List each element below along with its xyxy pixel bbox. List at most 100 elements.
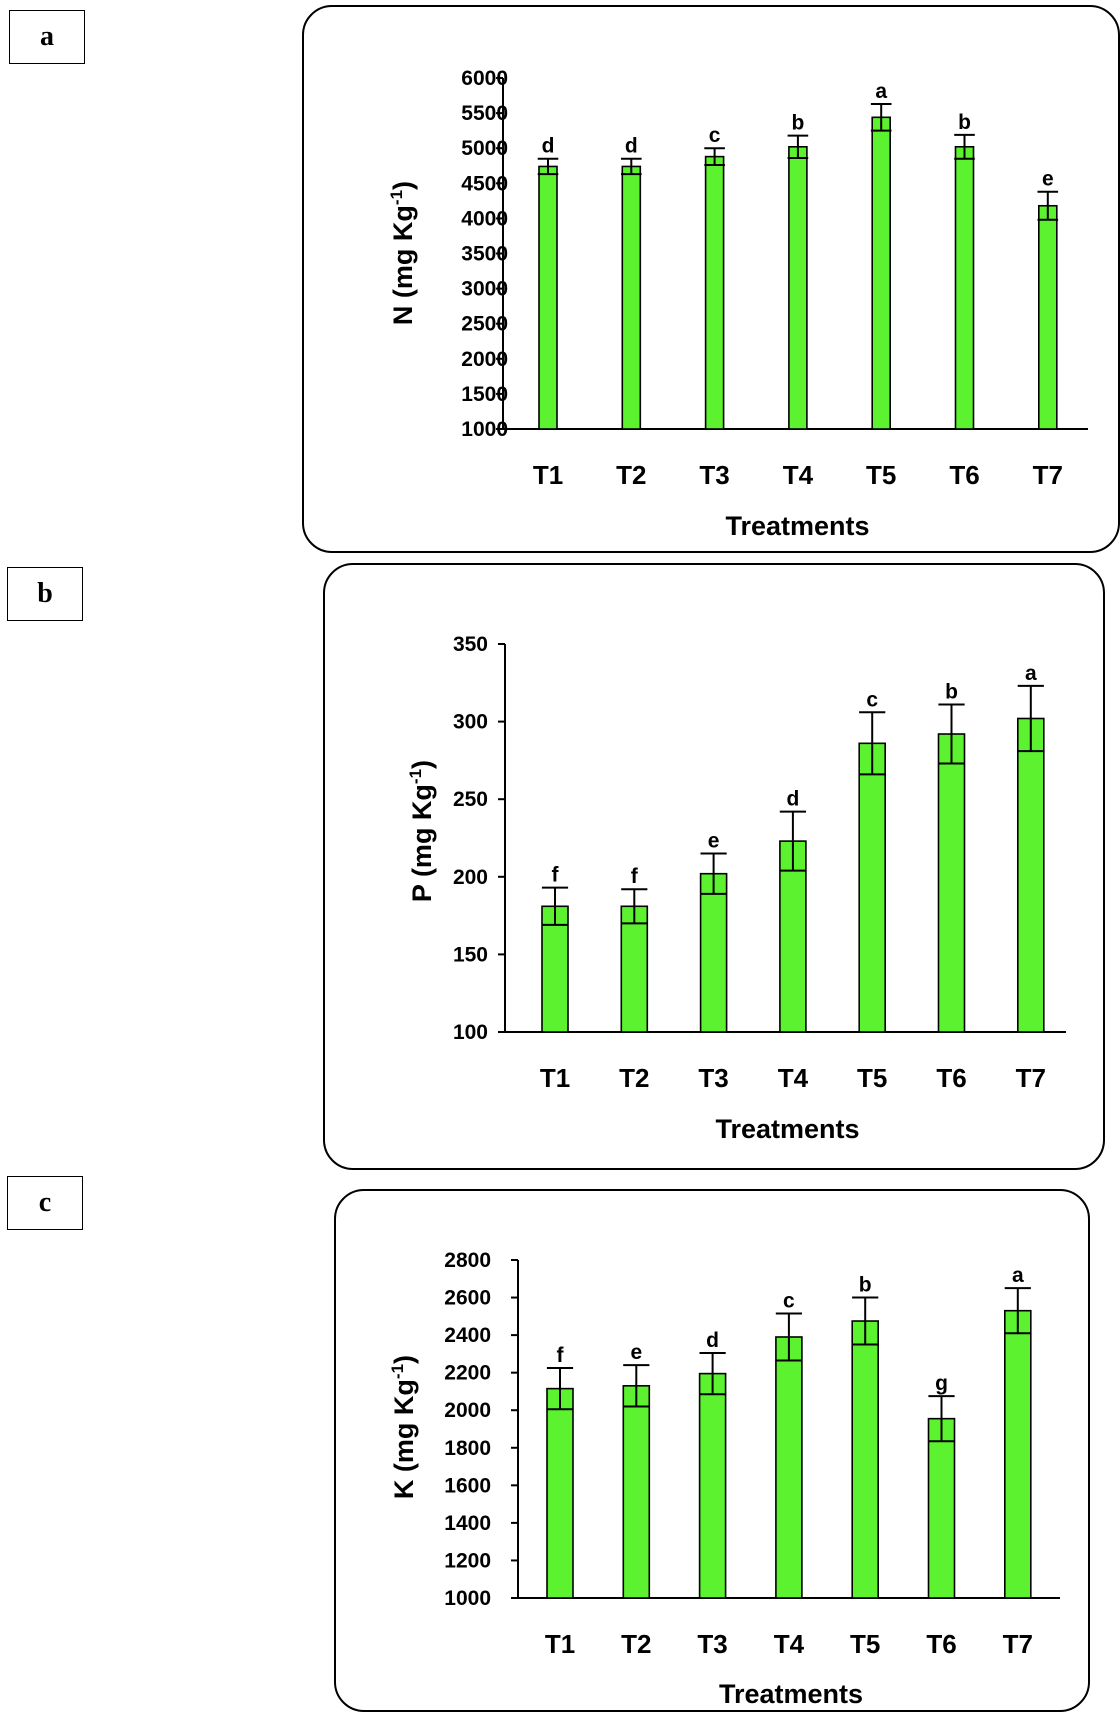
panel-tag-c: c: [7, 1176, 83, 1230]
y-tick-label: 3000: [461, 278, 508, 301]
y-tick-label: 1600: [444, 1474, 491, 1497]
bar-T3: [699, 872, 728, 1033]
significance-letter: e: [708, 830, 720, 853]
significance-letter: d: [625, 135, 638, 158]
significance-letter: e: [630, 1341, 642, 1364]
x-tick-label: T7: [1003, 1629, 1033, 1659]
y-axis-title: P (mg Kg-1): [406, 760, 437, 902]
y-tick-label: 350: [453, 633, 488, 656]
y-tick-label: 250: [453, 788, 488, 811]
significance-letter: b: [958, 111, 971, 134]
y-tick-label: 1000: [461, 418, 508, 441]
x-tick-label: T3: [698, 1063, 728, 1093]
y-axis-title: K (mg Kg-1): [388, 1355, 419, 1499]
significance-letter: b: [791, 112, 804, 135]
y-tick-label: 4500: [461, 172, 508, 195]
significance-letter: f: [552, 864, 560, 887]
y-tick-label: 100: [453, 1021, 488, 1044]
bar-T3: [704, 155, 725, 430]
bar-T2: [620, 905, 649, 1033]
x-tick-label: T7: [1033, 460, 1063, 490]
significance-letter: d: [706, 1329, 719, 1352]
y-tick-label: 150: [453, 943, 488, 966]
y-tick-label: 2800: [444, 1249, 491, 1272]
x-tick-label: T6: [949, 460, 979, 490]
y-tick-label: 1400: [444, 1512, 491, 1535]
x-tick-label: T1: [545, 1629, 575, 1659]
x-tick-label: T5: [866, 460, 896, 490]
x-tick-label: T5: [850, 1629, 880, 1659]
bar-T6: [954, 145, 975, 430]
y-tick-label: 2600: [444, 1287, 491, 1310]
x-tick-label: T2: [616, 460, 646, 490]
significance-letter: d: [786, 788, 799, 811]
significance-letter: d: [542, 135, 555, 158]
y-tick-label: 5000: [461, 137, 508, 160]
x-tick-label: T3: [699, 460, 729, 490]
bar-T5: [871, 116, 892, 430]
bar-T1: [538, 165, 558, 430]
panel-tag-b: b: [7, 567, 83, 621]
y-tick-label: 2400: [444, 1324, 491, 1347]
panel-tag-a: a: [9, 10, 85, 64]
bar-T2: [622, 1385, 651, 1599]
bar-T5: [851, 1320, 880, 1599]
x-tick-label: T1: [533, 460, 563, 490]
chart-2: 1000 1200 1400 1600 1800 2000 2200 2400 2600 2800…: [388, 1249, 1060, 1709]
bar-T1: [546, 1387, 574, 1599]
bar-T2: [621, 165, 642, 430]
bar-T7: [1003, 1309, 1032, 1599]
bar-T3: [698, 1372, 727, 1599]
bar-T6: [937, 733, 966, 1033]
y-tick-label: 2000: [461, 348, 508, 371]
x-tick-label: T5: [857, 1063, 887, 1093]
significance-letter: e: [1042, 168, 1054, 191]
significance-letter: b: [859, 1274, 872, 1297]
y-tick-label: 5500: [461, 102, 508, 125]
x-tick-label: T7: [1016, 1063, 1046, 1093]
bar-T4: [779, 840, 807, 1033]
significance-letter: b: [945, 681, 958, 704]
y-tick-label: 1200: [444, 1549, 491, 1572]
bar-T7: [1038, 204, 1058, 430]
significance-letter: a: [875, 80, 887, 103]
y-tick-label: 3500: [461, 243, 508, 266]
y-tick-label: 4000: [461, 207, 508, 230]
x-tick-label: T4: [774, 1629, 805, 1659]
y-tick-label: 1500: [461, 383, 508, 406]
x-tick-label: T2: [619, 1063, 649, 1093]
x-tick-label: T1: [540, 1063, 570, 1093]
y-tick-label: 1000: [444, 1587, 491, 1610]
significance-letter: g: [935, 1372, 948, 1395]
significance-letter: c: [866, 688, 878, 711]
y-tick-label: 300: [453, 711, 488, 734]
significance-letter: a: [1012, 1264, 1024, 1287]
x-axis-title: Treatments: [719, 1679, 863, 1709]
y-tick-label: 200: [453, 866, 488, 889]
chart-1: 100 150 200 250 300 350 f T1 f T2 e T3 d T4 c T5 b T6 a T7 T…: [406, 633, 1066, 1144]
y-tick-label: 2500: [461, 313, 508, 336]
chart-0: 1000 1500 2000 2500 3000 3500 4000 4500 5000 5500…: [387, 67, 1088, 541]
y-tick-label: 2200: [444, 1362, 491, 1385]
y-axis-title: N (mg Kg-1): [387, 181, 418, 325]
bar-T5: [858, 742, 887, 1033]
bar-T7: [1016, 717, 1045, 1033]
x-tick-label: T4: [778, 1063, 809, 1093]
y-tick-label: 2000: [444, 1399, 491, 1422]
bar-T6: [927, 1417, 956, 1599]
x-axis-title: Treatments: [725, 511, 869, 541]
x-tick-label: T4: [783, 460, 814, 490]
significance-letter: c: [783, 1290, 795, 1313]
x-tick-label: T3: [697, 1629, 727, 1659]
y-tick-label: 6000: [461, 67, 508, 90]
bar-T4: [775, 1336, 803, 1599]
x-tick-label: T6: [936, 1063, 966, 1093]
x-tick-label: T2: [621, 1629, 651, 1659]
x-axis-title: Treatments: [715, 1114, 859, 1144]
x-tick-label: T6: [926, 1629, 956, 1659]
bar-T4: [788, 145, 808, 430]
significance-letter: c: [709, 124, 721, 147]
significance-letter: f: [631, 865, 639, 888]
significance-letter: f: [557, 1344, 565, 1367]
